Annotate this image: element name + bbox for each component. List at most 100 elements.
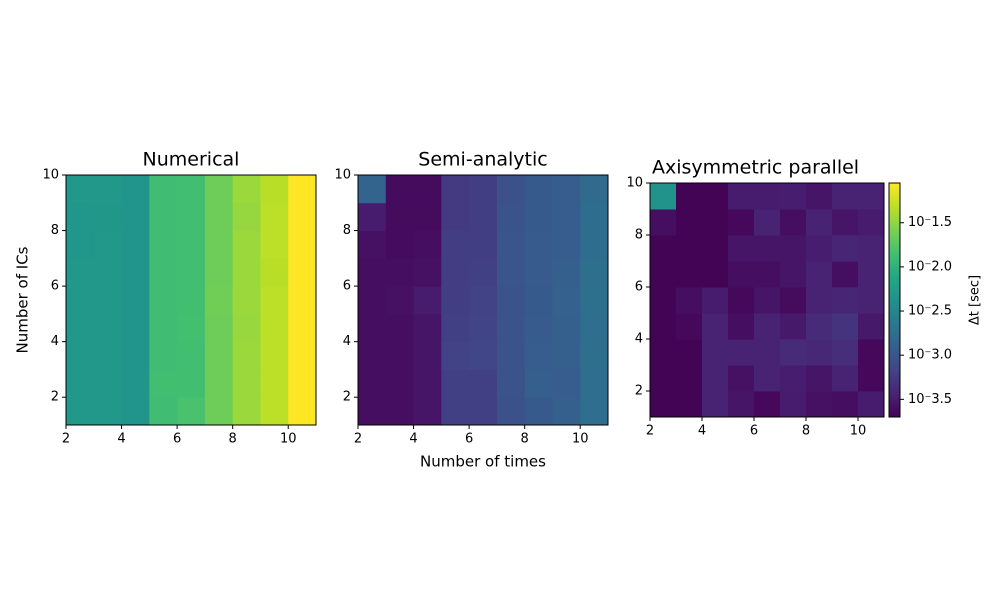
heatmap-cell (149, 286, 178, 315)
heatmap-cell (780, 183, 807, 210)
y-tick-label: 10 (334, 168, 351, 183)
heatmap-cell (177, 175, 206, 204)
x-tick-label: 2 (646, 424, 654, 439)
heatmap-cell (413, 397, 442, 426)
x-tick-label: 4 (409, 432, 417, 447)
heatmap-cell (232, 202, 261, 232)
heatmap-cell (650, 339, 677, 366)
heatmap-cell (66, 341, 95, 370)
heatmap-cell (204, 202, 234, 232)
heatmap-cell (780, 391, 807, 418)
heatmap-cell (858, 313, 885, 340)
heatmap-cell (524, 313, 553, 343)
heatmap-cell (832, 313, 859, 340)
heatmap-cell (754, 235, 781, 262)
y-tick-label: 6 (635, 280, 643, 295)
heatmap-cell (676, 209, 703, 236)
heatmap-cell (702, 235, 729, 262)
heatmap-cell (858, 261, 885, 288)
heatmap-cell (806, 339, 833, 366)
heatmap-cell (858, 391, 885, 418)
heatmap-cell (580, 286, 609, 315)
y-tick-label: 8 (51, 223, 59, 238)
x-tick-label: 6 (173, 432, 181, 447)
heatmap-cell (260, 286, 289, 315)
heatmap-cell (858, 287, 885, 314)
heatmap-cell (66, 258, 95, 287)
heatmap-cell (232, 175, 261, 204)
heatmap-cell (260, 397, 289, 426)
heatmap-cell (260, 313, 289, 343)
heatmap-cell (288, 258, 317, 287)
heatmap-cell (676, 313, 703, 340)
x-tick-label: 10 (572, 432, 589, 447)
heatmap-cell (524, 230, 553, 259)
x-tick-label: 2 (62, 432, 70, 447)
heatmap-cell (650, 391, 677, 418)
heatmap-cell (149, 397, 178, 426)
heatmap-cell (93, 313, 123, 343)
heatmap-cell (288, 286, 317, 315)
y-tick-label: 10 (42, 168, 59, 183)
y-tick-label: 4 (343, 334, 351, 349)
heatmap-cell (177, 230, 206, 259)
heatmap-cell (552, 313, 581, 343)
heatmap-cell (552, 258, 581, 287)
heatmap-cell (754, 365, 781, 392)
heatmap-cell (358, 286, 387, 315)
heatmap-cell (832, 235, 859, 262)
heatmap-cell (121, 313, 150, 343)
x-tick-label: 6 (465, 432, 473, 447)
heatmap-cell (650, 287, 677, 314)
x-tick-label: 8 (521, 432, 529, 447)
heatmap-cell (66, 286, 95, 315)
heatmap-cell (66, 202, 95, 232)
plot-frame (649, 182, 885, 418)
heatmap-cell (204, 175, 234, 204)
heatmap-cell (469, 313, 498, 343)
heatmap-cell (232, 397, 261, 426)
heatmap-cell (650, 365, 677, 392)
heatmap-cell (832, 391, 859, 418)
heatmap-cell (469, 397, 498, 426)
heatmap-cell (858, 183, 885, 210)
heatmap-cell (441, 286, 470, 315)
heatmap-cell (413, 230, 442, 259)
heatmap-cell (149, 341, 178, 370)
heatmap-cell (702, 365, 729, 392)
heatmap-cell (832, 365, 859, 392)
heatmap-cell (552, 175, 581, 204)
heatmap-cell (754, 391, 781, 418)
heatmap-cell (413, 341, 442, 370)
heatmap-cell (524, 369, 553, 398)
heatmap-cell (780, 339, 807, 366)
heatmap-cell (358, 202, 387, 232)
heatmap-cell (469, 341, 498, 370)
heatmap-cell (232, 369, 261, 398)
x-tick-label: 10 (280, 432, 297, 447)
heatmap-cell (676, 391, 703, 418)
heatmap-cell (288, 230, 317, 259)
y-tick-label: 4 (635, 332, 643, 347)
panel-title: Numerical (143, 149, 240, 171)
heatmap-cell (524, 175, 553, 204)
heatmap-cell (524, 397, 553, 426)
heatmap-cell (650, 183, 677, 210)
heatmap-cell (676, 235, 703, 262)
heatmap-cell (580, 258, 609, 287)
heatmap-cell (806, 365, 833, 392)
heatmap-cell (177, 202, 206, 232)
heatmap-cell (149, 202, 178, 232)
heatmap-cell (580, 202, 609, 232)
x-tick-label: 4 (698, 424, 706, 439)
heatmap-cell (204, 258, 234, 287)
heatmap-cell (413, 258, 442, 287)
heatmap-cell (66, 230, 95, 259)
heatmap-cell (204, 397, 234, 426)
heatmap-cell (754, 287, 781, 314)
heatmap-cell (496, 286, 526, 315)
heatmap-cell (524, 202, 553, 232)
heatmap-cell (232, 230, 261, 259)
heatmap-cell (121, 397, 150, 426)
